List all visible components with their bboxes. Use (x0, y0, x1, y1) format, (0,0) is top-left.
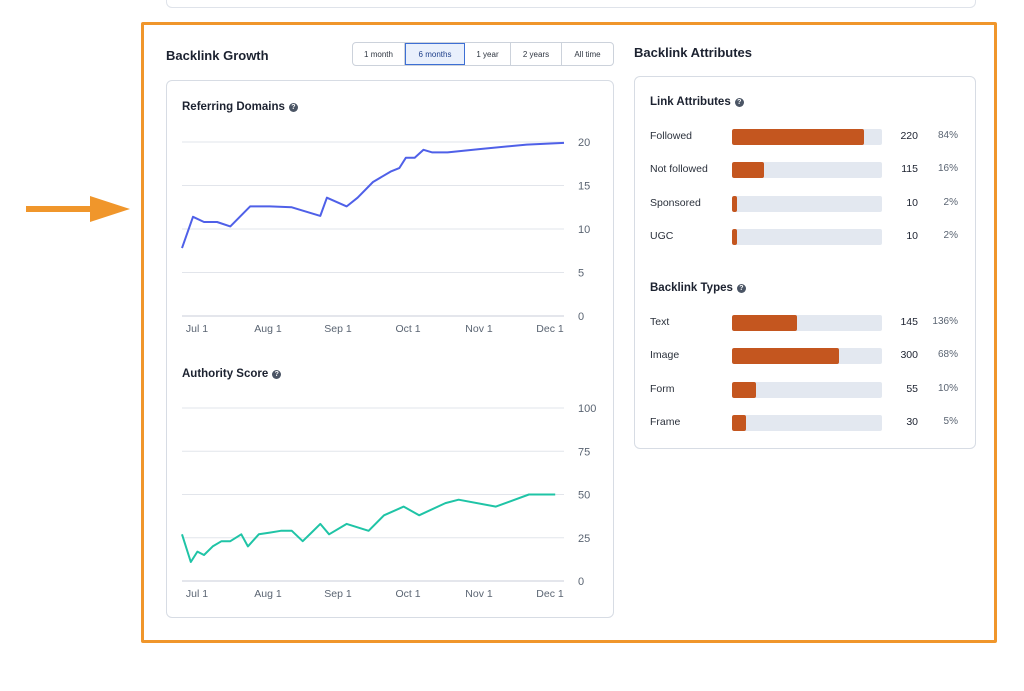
period-tab-1-year[interactable]: 1 year (465, 43, 511, 65)
attr-row-ugc: UGC 10 2% (650, 229, 960, 245)
type-count: 55 (906, 383, 918, 395)
link-attributes-heading: Link Attributes ? (650, 96, 744, 108)
authority-score-y-tick-label: 50 (578, 490, 590, 502)
referring-domains-y-tick-label: 20 (578, 137, 590, 149)
attr-percent: 16% (937, 163, 958, 174)
question-circle-icon[interactable]: ? (272, 369, 282, 379)
authority-score-x-tick-label: Dec 1 (536, 588, 564, 600)
period-tab-all-time[interactable]: All time (574, 49, 601, 59)
backlink-types-title: Backlink Types (650, 282, 733, 294)
attr-percent: 84% (937, 130, 958, 141)
referring-domains-y-tick-label: 15 (578, 181, 590, 193)
authority-score-x-tick-label: Sep 1 (324, 588, 352, 600)
attr-percent: 2% (943, 230, 958, 241)
referring-domains-y-tick-label: 10 (578, 224, 590, 236)
type-percent: 10% (937, 383, 958, 394)
referring-domains-x-tick-label: Oct 1 (395, 323, 420, 335)
authority-score-title: Authority Score (182, 368, 269, 380)
authority-score-y-tick-label: 0 (578, 576, 584, 588)
authority-score-x-tick-label: Nov 1 (465, 588, 493, 600)
previous-card-edge (166, 0, 976, 8)
type-row-frame: Frame 30 5% (650, 415, 960, 431)
backlink-attributes-title: Backlink Attributes (634, 45, 752, 60)
type-count: 145 (900, 316, 918, 328)
authority-score-y-tick-label: 25 (578, 533, 590, 545)
backlink-growth-card (166, 80, 614, 618)
attr-label: UGC (650, 230, 674, 242)
attr-bar-fill (732, 229, 737, 245)
attr-bar-fill (732, 162, 764, 178)
backlink-types-heading: Backlink Types ? (650, 282, 746, 294)
attr-bar-fill (732, 129, 864, 145)
type-row-text: Text 145 136% (650, 315, 960, 331)
attr-count: 10 (906, 230, 918, 242)
type-bar-track (732, 382, 882, 398)
highlight-arrow-icon (26, 196, 130, 222)
period-tab-6-months[interactable]: 6 months (405, 43, 465, 65)
attr-count: 220 (900, 130, 918, 142)
type-bar-fill (732, 315, 797, 331)
type-bar-track (732, 348, 882, 364)
authority-score-x-tick-label: Oct 1 (395, 588, 420, 600)
type-bar-fill (732, 415, 746, 431)
attr-count: 10 (906, 197, 918, 209)
attr-row-sponsored: Sponsored 10 2% (650, 196, 960, 212)
type-row-form: Form 55 10% (650, 382, 960, 398)
type-label: Text (650, 316, 670, 328)
referring-domains-title: Referring Domains (182, 101, 285, 113)
type-label: Form (650, 383, 675, 395)
attr-row-not-followed: Not followed 115 16% (650, 162, 960, 178)
attr-count: 115 (901, 163, 918, 175)
link-attributes-title: Link Attributes (650, 96, 731, 108)
type-label: Image (650, 349, 680, 361)
type-bar-track (732, 315, 882, 331)
attr-label: Sponsored (650, 197, 701, 209)
attr-percent: 2% (943, 197, 958, 208)
backlink-growth-title: Backlink Growth (166, 48, 269, 63)
type-row-image: Image 300 68% (650, 348, 960, 364)
attr-bar-track (732, 229, 882, 245)
period-tab-1-month[interactable]: 1 month (353, 43, 405, 65)
type-bar-fill (732, 382, 756, 398)
referring-domains-x-tick-label: Sep 1 (324, 323, 352, 335)
referring-domains-heading: Referring Domains ? (182, 101, 298, 113)
type-percent: 136% (932, 316, 958, 327)
attr-bar-track (732, 162, 882, 178)
referring-domains-y-tick-label: 5 (578, 268, 584, 280)
period-selector: 1 month 6 months 1 year 2 years All time (352, 42, 614, 66)
authority-score-y-tick-label: 100 (578, 403, 596, 415)
question-circle-icon[interactable]: ? (736, 283, 746, 293)
type-percent: 68% (937, 349, 958, 360)
attr-bar-track (732, 129, 882, 145)
attr-bar-fill (732, 196, 737, 212)
authority-score-x-tick-label: Jul 1 (186, 588, 208, 600)
attr-row-followed: Followed 220 84% (650, 129, 960, 145)
attr-label: Followed (650, 130, 693, 142)
attr-label: Not followed (650, 163, 708, 175)
type-bar-fill (732, 348, 839, 364)
period-tab-2-years[interactable]: 2 years (511, 43, 562, 65)
authority-score-series-line (181, 493, 556, 563)
referring-domains-x-tick-label: Jul 1 (186, 323, 208, 335)
highlight-frame (141, 22, 997, 643)
authority-score-x-tick-label: Aug 1 (254, 588, 282, 600)
referring-domains-x-tick-label: Aug 1 (254, 323, 282, 335)
referring-domains-series-line (181, 141, 565, 249)
authority-score-y-tick-label: 75 (578, 446, 590, 458)
type-count: 30 (906, 416, 918, 428)
referring-domains-y-tick-label: 0 (578, 311, 584, 323)
type-label: Frame (650, 416, 681, 428)
type-count: 300 (900, 349, 918, 361)
type-percent: 5% (943, 416, 958, 427)
referring-domains-x-tick-label: Nov 1 (465, 323, 493, 335)
type-bar-track (732, 415, 882, 431)
question-circle-icon[interactable]: ? (288, 102, 298, 112)
attr-bar-track (732, 196, 882, 212)
authority-score-heading: Authority Score ? (182, 368, 282, 380)
question-circle-icon[interactable]: ? (734, 97, 744, 107)
referring-domains-x-tick-label: Dec 1 (536, 323, 564, 335)
